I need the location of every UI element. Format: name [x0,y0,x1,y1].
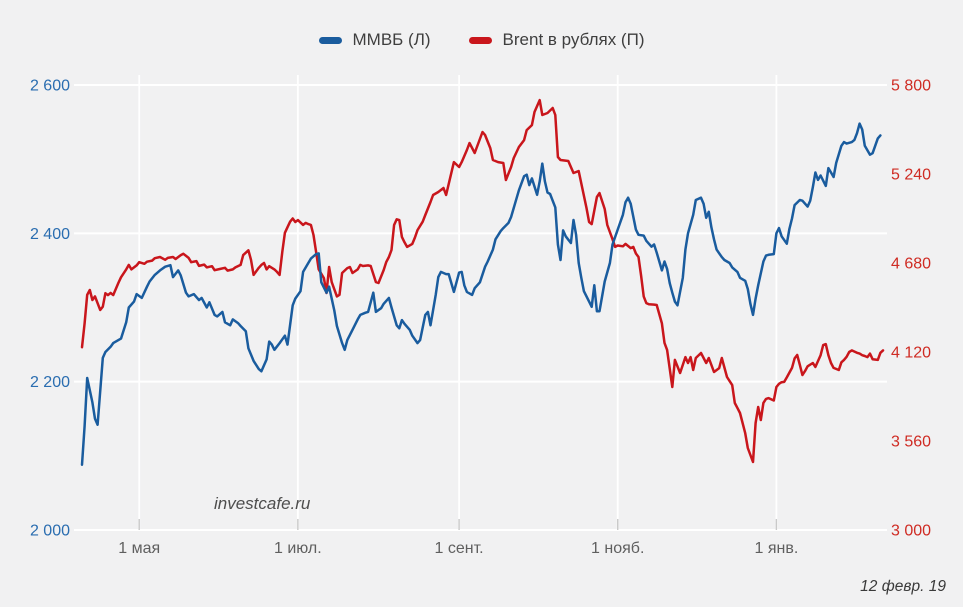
watermark: investcafe.ru [214,494,311,513]
y-left-tick-label: 2 600 [30,78,70,95]
x-axis-tick-label: 1 нояб. [591,540,644,557]
y-right-tick-label: 5 800 [891,78,931,95]
y-right-tick-label: 3 000 [891,523,931,540]
legend-label-brent: Brent в рублях (П) [502,30,645,49]
x-axis-tick-label: 1 июл. [274,540,322,557]
legend: ММВБ (Л) Brent в рублях (П) [0,30,963,50]
footnote-date: 12 февр. 19 [860,578,946,595]
y-left-tick-label: 2 200 [30,374,70,391]
mmvb-series-swatch [318,36,342,44]
y-left-tick-label: 2 000 [30,523,70,540]
mmvb-series-line [80,122,882,466]
y-right-tick-label: 4 680 [891,256,931,273]
brent-series-line [80,98,885,464]
legend-item-brent[interactable]: Brent в рублях (П) [468,30,645,50]
x-axis-tick-label: 1 янв. [754,540,798,557]
legend-label-mmvb: ММВБ (Л) [352,30,431,49]
y-left-tick-label: 2 400 [30,226,70,243]
x-axis-tick-label: 1 мая [118,540,160,557]
y-right-tick-label: 3 560 [891,434,931,451]
y-right-tick-label: 4 120 [891,345,931,362]
legend-item-mmvb[interactable]: ММВБ (Л) [318,30,431,50]
brent-series-swatch [468,36,492,44]
x-axis-tick-label: 1 сент. [435,540,484,557]
y-right-tick-label: 5 240 [891,167,931,184]
